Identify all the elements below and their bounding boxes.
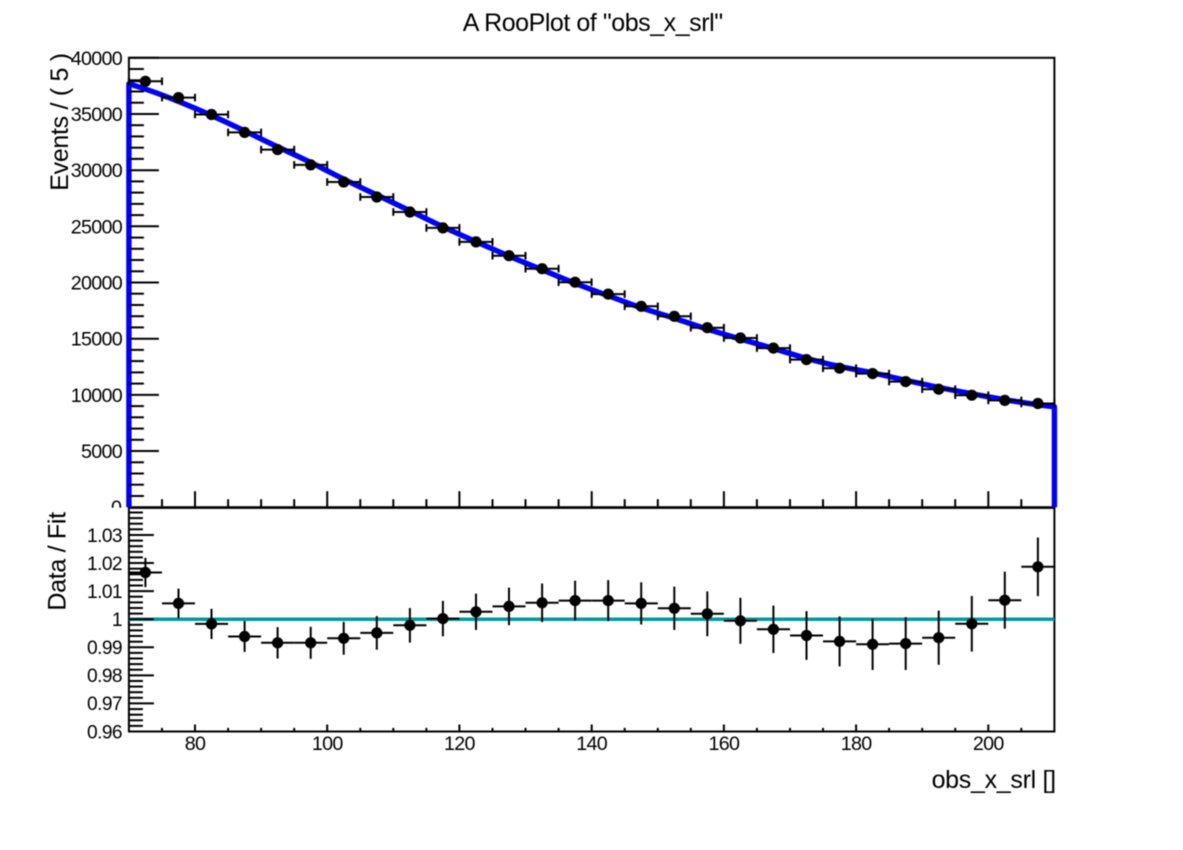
svg-text:0.97: 0.97 bbox=[87, 694, 122, 715]
svg-text:Data / Fit: Data / Fit bbox=[44, 512, 72, 611]
svg-text:100: 100 bbox=[312, 733, 343, 755]
svg-text:1.03: 1.03 bbox=[87, 526, 122, 547]
svg-text:15000: 15000 bbox=[71, 329, 123, 351]
svg-text:1.01: 1.01 bbox=[87, 582, 122, 603]
svg-text:0.96: 0.96 bbox=[87, 722, 122, 743]
svg-text:1: 1 bbox=[112, 610, 122, 631]
svg-text:20000: 20000 bbox=[71, 273, 123, 295]
svg-text:80: 80 bbox=[185, 733, 206, 755]
svg-text:Events / ( 5 ): Events / ( 5 ) bbox=[46, 53, 74, 191]
svg-text:30000: 30000 bbox=[71, 160, 123, 182]
svg-text:0.99: 0.99 bbox=[87, 638, 122, 659]
svg-text:10000: 10000 bbox=[71, 385, 123, 407]
svg-text:140: 140 bbox=[576, 733, 607, 755]
svg-text:40000: 40000 bbox=[71, 48, 123, 70]
svg-text:25000: 25000 bbox=[71, 216, 123, 238]
svg-text:200: 200 bbox=[973, 733, 1004, 755]
svg-text:35000: 35000 bbox=[71, 104, 123, 126]
svg-text:180: 180 bbox=[841, 733, 872, 755]
svg-text:obs_x_srl []: obs_x_srl [] bbox=[932, 766, 1056, 794]
svg-text:160: 160 bbox=[708, 733, 739, 755]
svg-text:0.98: 0.98 bbox=[87, 666, 122, 687]
svg-text:5000: 5000 bbox=[81, 441, 123, 463]
svg-text:120: 120 bbox=[444, 733, 475, 755]
svg-text:A RooPlot of "obs_x_srl": A RooPlot of "obs_x_srl" bbox=[463, 9, 723, 37]
svg-text:1.02: 1.02 bbox=[87, 554, 122, 575]
